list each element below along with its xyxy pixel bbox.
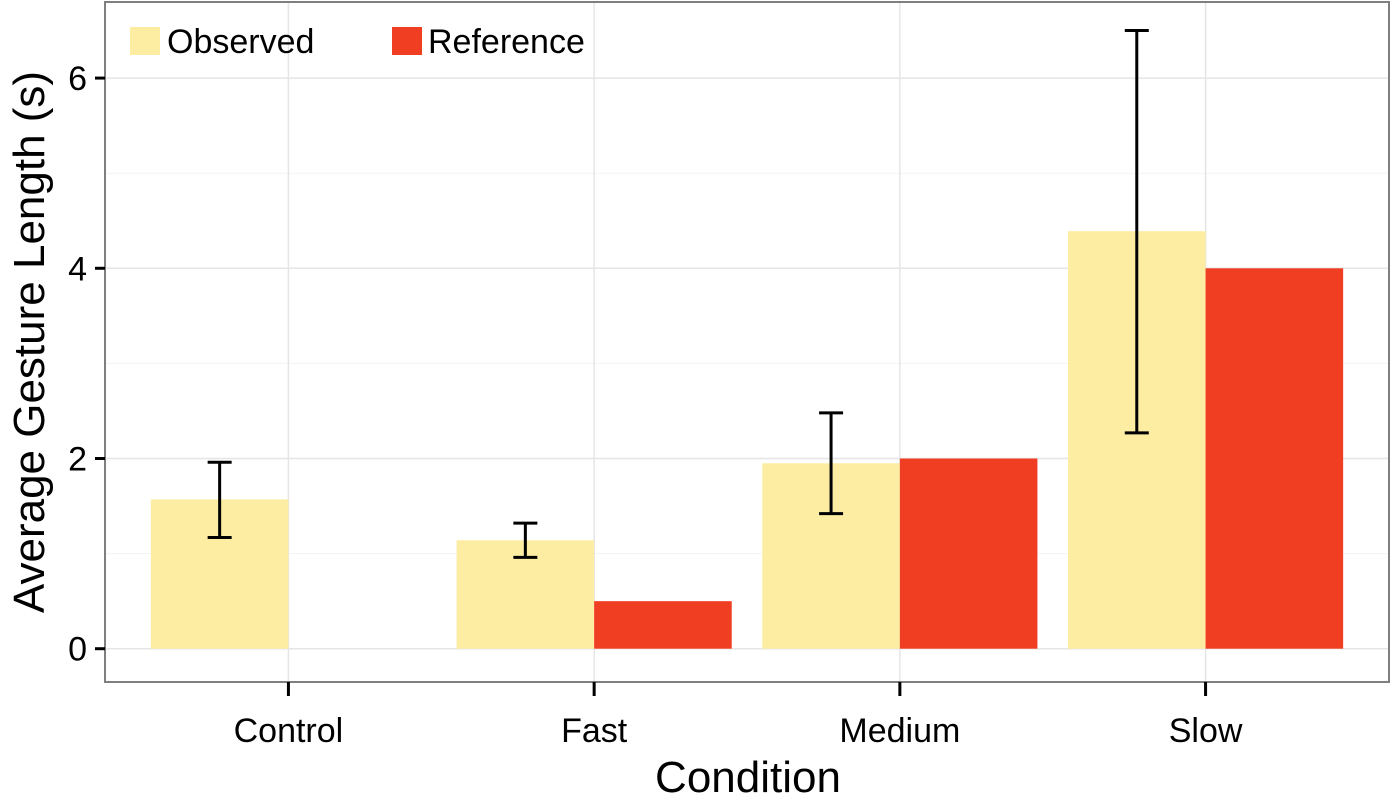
y-tick-label: 2 [68, 441, 87, 479]
x-tick-label-control: Control [234, 712, 344, 750]
y-tick-label: 6 [68, 60, 87, 98]
error-bar-medium [819, 411, 844, 516]
x-tick-label-medium: Medium [839, 712, 960, 750]
y-tick-label: 4 [68, 250, 87, 288]
x-tick-label-fast: Fast [561, 712, 628, 750]
bar-reference-fast [594, 601, 732, 649]
bars [150, 231, 1344, 649]
legend: Observed Reference [130, 23, 585, 61]
error-bars [207, 29, 1149, 559]
y-tick-label: 0 [68, 631, 87, 669]
bar-reference-slow [1205, 268, 1344, 649]
error-bar-slow [1124, 29, 1149, 435]
grid [105, 2, 1389, 682]
y-axis-title: Average Gesture Length (s) [5, 71, 54, 613]
error-bar-control [207, 460, 232, 539]
x-axis-title: Condition [655, 753, 841, 796]
x-tick-label-slow: Slow [1169, 712, 1243, 750]
plot-panel-border [104, 1, 1390, 683]
legend-swatch-observed [130, 27, 160, 55]
error-bar-fast [513, 521, 538, 559]
legend-label-observed: Observed [167, 23, 314, 61]
bar-reference-medium [899, 458, 1038, 649]
axes: 0 2 4 6 Control Fast Medium Slow [68, 60, 1243, 750]
legend-swatch-reference [392, 27, 422, 55]
legend-label-reference: Reference [428, 23, 585, 61]
